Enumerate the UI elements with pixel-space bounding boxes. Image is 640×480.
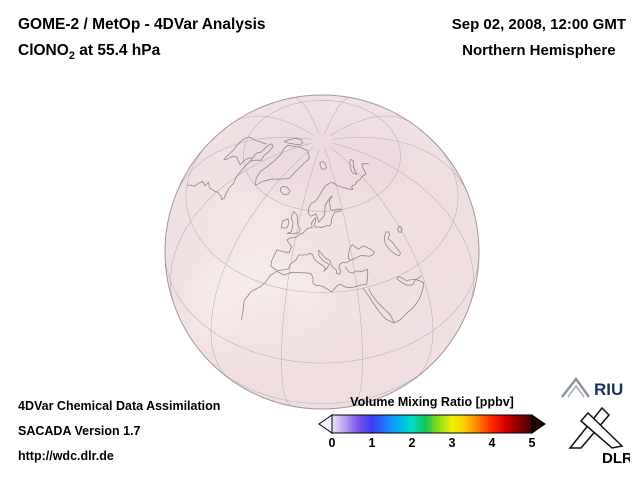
dlr-logo: DLR [568, 406, 630, 466]
species-subscript: 2 [68, 50, 75, 63]
tick-label: 1 [368, 436, 376, 450]
title-line1: GOME-2 / MetOp - 4DVar Analysis [18, 16, 266, 33]
title-line2: ClONO2 at 55.4 hPa [18, 38, 266, 69]
assimilation-label: 4DVar Chemical Data Assimilation [18, 399, 221, 413]
wdc-url: http://wdc.dlr.de [18, 449, 114, 463]
colorbar-title: Volume Mixing Ratio [ppbv] [350, 395, 514, 409]
colorbar-left-arrow-icon [318, 414, 333, 434]
pressure-level-label: at 55.4 hPa [74, 42, 161, 59]
riu-peak-inner-icon [567, 384, 585, 398]
colorbar: Volume Mixing Ratio [ppbv] 0 1 2 3 4 5 [318, 395, 546, 452]
colorbar-tick-labels: 0 1 2 3 4 5 [328, 436, 536, 452]
plot-datetime-block: Sep 02, 2008, 12:00 GMT Northern Hemisph… [452, 12, 626, 64]
colorbar-scale [318, 414, 546, 434]
region-label: Northern Hemisphere [462, 42, 616, 59]
tick-label: 5 [528, 436, 536, 450]
tick-label: 0 [328, 436, 336, 450]
riu-logo: RIU [561, 376, 623, 399]
plot-title-block: GOME-2 / MetOp - 4DVar Analysis ClONO2 a… [18, 12, 266, 69]
credits-block: 4DVar Chemical Data Assimilation SACADA … [18, 394, 220, 469]
riu-peak-icon [561, 376, 590, 398]
globe-map [164, 94, 480, 410]
riu-wordmark: RIU [594, 380, 623, 399]
tick-label: 3 [448, 436, 456, 450]
colorbar-right-arrow-icon [531, 414, 546, 434]
tick-label: 2 [408, 436, 416, 450]
colorbar-gradient-bar [331, 414, 533, 434]
dlr-wing-icon [579, 411, 624, 449]
species-label: ClONO [18, 42, 69, 59]
date-label: Sep 02, 2008, 12:00 GMT [451, 16, 626, 33]
version-label: SACADA Version 1.7 [18, 424, 141, 438]
dlr-wordmark: DLR [602, 450, 630, 466]
tick-label: 4 [488, 436, 496, 450]
